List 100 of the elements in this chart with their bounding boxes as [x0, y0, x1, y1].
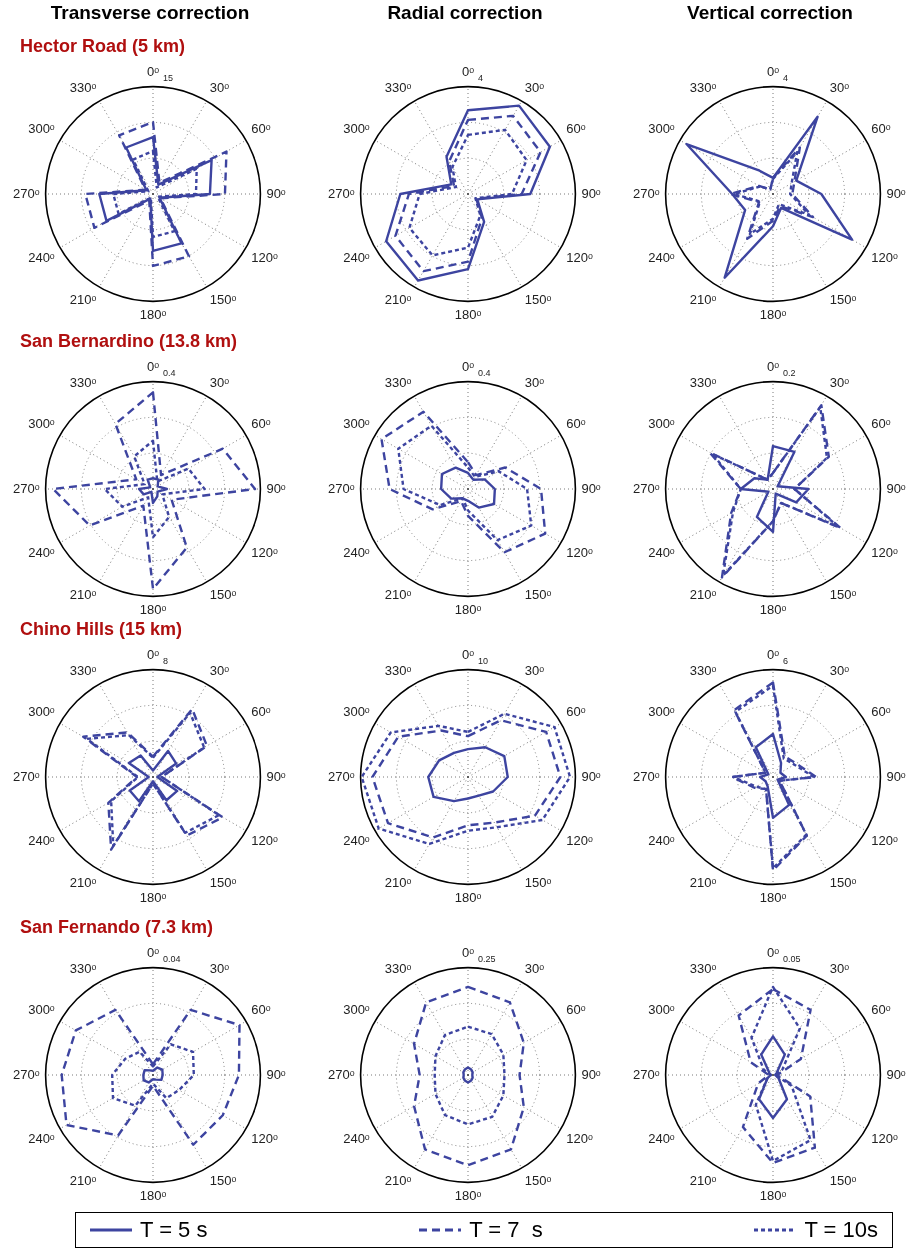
spoke-label: 210ᵒ — [69, 586, 97, 602]
spoke-label: 0ᵒ — [461, 359, 475, 375]
spoke-label: 150ᵒ — [829, 291, 857, 307]
spoke-label: 240ᵒ — [648, 545, 675, 561]
spoke-label: 60ᵒ — [566, 416, 586, 432]
spoke-label: 90ᵒ — [266, 480, 286, 496]
spoke-label: 210ᵒ — [69, 291, 97, 307]
spoke-label: 0ᵒ — [461, 64, 475, 80]
spoke-label: 180ᵒ — [454, 306, 482, 322]
spoke-label: 210ᵒ — [384, 1172, 412, 1188]
spoke-label: 270ᵒ — [632, 1066, 660, 1082]
spoke-label: 300ᵒ — [648, 1002, 675, 1018]
spoke-label: 30ᵒ — [209, 374, 230, 390]
spoke-label: 0ᵒ — [461, 945, 475, 961]
spoke-label: 300ᵒ — [343, 121, 370, 137]
spoke-label: 240ᵒ — [648, 833, 675, 849]
spoke-label: 30ᵒ — [209, 79, 230, 95]
spoke-label: 300ᵒ — [343, 1002, 370, 1018]
spoke-label: 270ᵒ — [12, 1066, 40, 1082]
spoke-label: 270ᵒ — [12, 185, 40, 201]
spoke-label: 0ᵒ — [766, 945, 780, 961]
spoke-label: 60ᵒ — [251, 416, 271, 432]
spoke-label: 90ᵒ — [886, 480, 906, 496]
spoke-label: 0ᵒ — [146, 945, 160, 961]
spoke-label: 300ᵒ — [28, 704, 55, 720]
spoke-label: 90ᵒ — [886, 1066, 906, 1082]
spoke-label: 60ᵒ — [566, 704, 586, 720]
spoke-label: 150ᵒ — [209, 291, 237, 307]
spoke-label: 300ᵒ — [28, 1002, 55, 1018]
text: 0.04 — [163, 954, 181, 965]
spoke-label: 90ᵒ — [581, 768, 601, 784]
spoke-label: 150ᵒ — [524, 586, 552, 602]
spoke-label: 210ᵒ — [69, 1172, 97, 1188]
text: 0.4 — [478, 368, 491, 379]
spoke-label: 180ᵒ — [139, 601, 167, 617]
spoke-label: 330ᵒ — [384, 960, 412, 976]
spoke-label: 180ᵒ — [759, 1187, 787, 1203]
spoke-label: 240ᵒ — [343, 250, 370, 266]
spoke-label: 0ᵒ — [766, 64, 780, 80]
spoke-label: 150ᵒ — [209, 586, 237, 602]
spoke-label: 270ᵒ — [632, 480, 660, 496]
spoke-label: 150ᵒ — [209, 874, 237, 890]
spoke-label: 210ᵒ — [384, 291, 412, 307]
spoke-label: 120ᵒ — [251, 833, 278, 849]
spoke-label: 60ᵒ — [251, 1002, 271, 1018]
text: 10 — [478, 656, 489, 667]
spoke-label: 60ᵒ — [566, 121, 586, 137]
spoke-label: 210ᵒ — [384, 586, 412, 602]
spoke-label: 300ᵒ — [28, 121, 55, 137]
spoke-label: 210ᵒ — [689, 586, 717, 602]
spoke-label: 210ᵒ — [689, 291, 717, 307]
spoke-label: 180ᵒ — [454, 889, 482, 905]
spoke-label: 300ᵒ — [648, 416, 675, 432]
spoke-label: 180ᵒ — [759, 889, 787, 905]
spoke-label: 90ᵒ — [581, 480, 601, 496]
spoke-label: 210ᵒ — [69, 874, 97, 890]
text: 6 — [783, 656, 789, 667]
spoke-label: 30ᵒ — [524, 374, 545, 390]
spoke-label: 120ᵒ — [566, 833, 593, 849]
chart-title: Transverse correction — [49, 2, 251, 24]
chart-title: Radial correction — [386, 2, 544, 24]
spoke-label: 90ᵒ — [266, 1066, 286, 1082]
spoke-label: 60ᵒ — [251, 121, 271, 137]
spoke-label: 330ᵒ — [689, 662, 717, 678]
spoke-label: 150ᵒ — [524, 874, 552, 890]
spoke-label: 90ᵒ — [886, 768, 906, 784]
chart-title: Vertical correction — [686, 2, 854, 24]
spoke-label: 270ᵒ — [12, 768, 40, 784]
spoke-label: 30ᵒ — [209, 960, 230, 976]
spoke-label: 0ᵒ — [146, 359, 160, 375]
spoke-label: 0ᵒ — [146, 64, 160, 80]
spoke-label: 150ᵒ — [209, 1172, 237, 1188]
text: 4 — [783, 73, 789, 84]
spoke-label: 210ᵒ — [689, 874, 717, 890]
legend-label: T = 5 s — [140, 1217, 208, 1243]
chart-subtitle: Chino Hills (15 km) — [20, 619, 183, 640]
spoke-label: 240ᵒ — [648, 1131, 675, 1147]
text: 0.25 — [478, 954, 496, 965]
spoke-label: 330ᵒ — [69, 374, 97, 390]
spoke-label: 120ᵒ — [871, 545, 898, 561]
spoke-label: 120ᵒ — [251, 250, 278, 266]
spoke-label: 180ᵒ — [139, 1187, 167, 1203]
spoke-label: 240ᵒ — [28, 250, 55, 266]
spoke-label: 240ᵒ — [648, 250, 675, 266]
spoke-label: 0ᵒ — [146, 647, 160, 663]
legend-label: T = 10s — [804, 1217, 878, 1243]
spoke-label: 240ᵒ — [343, 1131, 370, 1147]
spoke-label: 60ᵒ — [251, 704, 271, 720]
spoke-label: 30ᵒ — [829, 374, 850, 390]
chart-subtitle: Hector Road (5 km) — [20, 36, 186, 57]
spoke-label: 270ᵒ — [327, 1066, 355, 1082]
spoke-label: 30ᵒ — [829, 960, 850, 976]
spoke-label: 90ᵒ — [581, 1066, 601, 1082]
legend-label: T = 7 s — [469, 1217, 543, 1243]
text: 0.4 — [163, 368, 176, 379]
spoke-label: 240ᵒ — [343, 545, 370, 561]
spoke-label: 150ᵒ — [829, 586, 857, 602]
spoke-label: 180ᵒ — [759, 306, 787, 322]
spoke-label: 180ᵒ — [759, 601, 787, 617]
spoke-label: 30ᵒ — [829, 79, 850, 95]
